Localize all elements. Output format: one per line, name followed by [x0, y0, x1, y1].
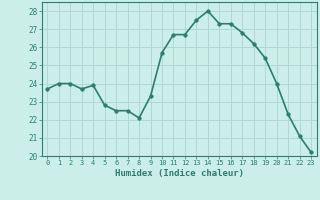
X-axis label: Humidex (Indice chaleur): Humidex (Indice chaleur)	[115, 169, 244, 178]
